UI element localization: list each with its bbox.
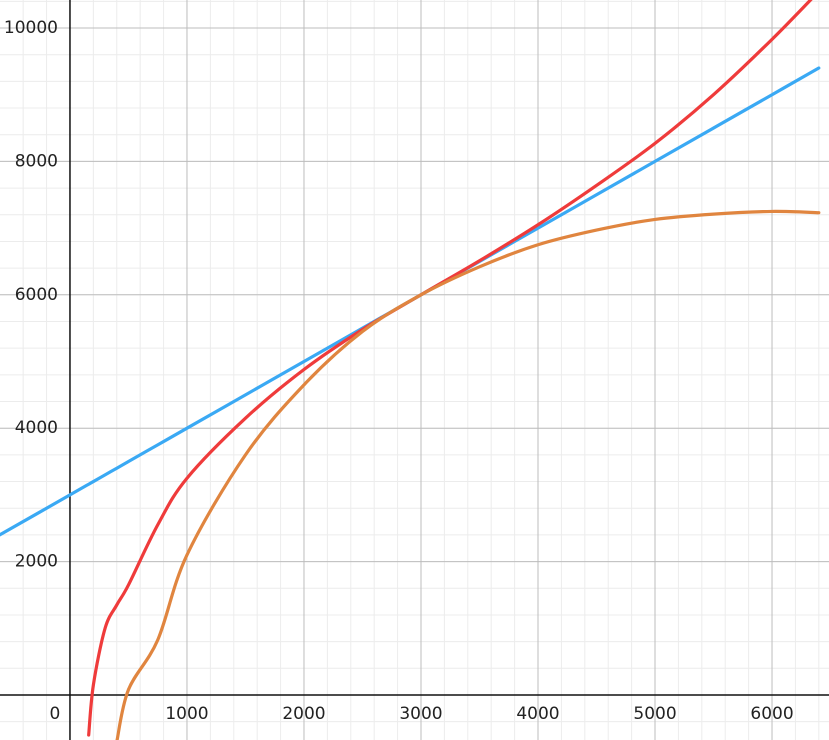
x-tick-label: 6000: [750, 704, 793, 724]
x-tick-label: 4000: [516, 704, 559, 724]
y-tick-label: 4000: [15, 418, 58, 438]
curve: [87, 0, 813, 737]
y-tick-label: 2000: [15, 552, 58, 572]
y-tick-label: 6000: [15, 285, 58, 305]
x-tick-label: 5000: [633, 704, 676, 724]
x-tick-label: 2000: [282, 704, 325, 724]
x-tick-label: 1000: [165, 704, 208, 724]
curve: [115, 209, 821, 740]
labels: 0 1000 2000 3000 4000 5000 6000 2000 4000 6000 800…: [4, 18, 794, 724]
x-tick-label: 0: [50, 704, 61, 724]
curve: [0, 66, 821, 537]
y-tick-label: 8000: [15, 151, 58, 171]
x-tick-label: 3000: [399, 704, 442, 724]
y-tick-label: 10000: [4, 18, 58, 38]
